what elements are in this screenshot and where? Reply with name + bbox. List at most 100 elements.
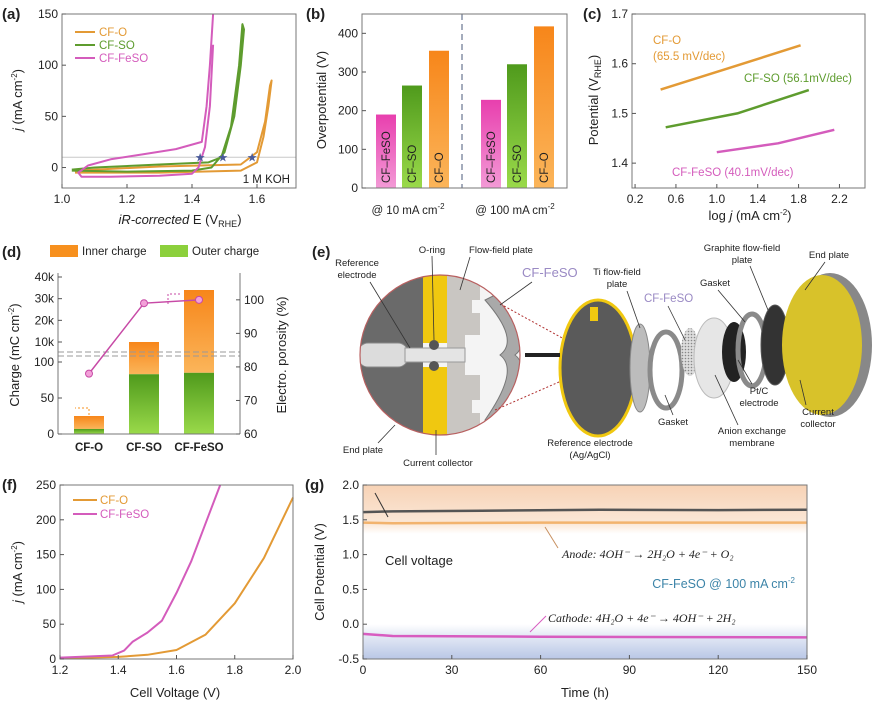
leader-line (377, 424, 396, 444)
gasket-left-shape (647, 329, 685, 411)
d-y2-tick-label: 60 (244, 427, 258, 441)
a-ylabel: j (mA cm-2) (10, 69, 25, 133)
leader-line (717, 289, 746, 323)
diagram-labels: Reference electrode O-ring Flow-field pl… (335, 243, 849, 469)
g-x-tick-label: 90 (623, 663, 637, 677)
a-y-tick-label: 50 (45, 109, 59, 123)
d-left-axis-arrow (75, 407, 90, 415)
c-series-label: CF-FeSO (40.1mV/dec) (672, 167, 794, 179)
left-end-plate-tab (590, 307, 598, 321)
g-cell-voltage-arrow (374, 492, 389, 518)
d-y-tick-label: 30k (35, 292, 55, 306)
f-y-tick-label: 50 (43, 617, 57, 631)
a-y-tick-label: 100 (38, 58, 58, 72)
ti-flow-field-plate (629, 323, 651, 413)
reference-electrode-tip (404, 347, 466, 363)
g-cathode-equation: Cathode: 4H₂O + 4e⁻ → 4OH⁻ + 2H₂ (548, 611, 736, 625)
c-y-tick-label: 1.6 (611, 57, 628, 71)
f-x-tick-label: 1.2 (52, 663, 69, 677)
leader-line (804, 261, 826, 291)
cross-section-zoom (360, 275, 520, 435)
f-ylabel: j (mA cm-2) (10, 541, 25, 605)
f-legend-label: CF-O (100, 495, 128, 507)
c-x-tick-label: 0.6 (668, 192, 685, 206)
reference-electrode-tube (360, 342, 409, 368)
g-series-line (362, 521, 807, 525)
c-slope-label: (56.1mV/dec) (783, 73, 852, 85)
b-bar (402, 85, 422, 188)
a-x-tick-label: 1.0 (54, 192, 71, 206)
panel-label-c: (c) (583, 6, 601, 23)
leader-line (459, 256, 471, 291)
a-legend-label: CF-SO (99, 40, 135, 52)
label-ptc-1: Pt/C (750, 386, 769, 397)
b-bar-label: CF–O (539, 152, 551, 183)
f-x-tick-label: 1.4 (110, 663, 127, 677)
leader-line (369, 281, 411, 349)
label-ptc-2: electrode (739, 398, 778, 409)
g-ylabel: Cell Potential (V) (312, 523, 327, 621)
b-bar (429, 50, 449, 188)
b-bar-label: CF–FeSO (381, 131, 393, 183)
c-slope-label: (40.1mV/dec) (724, 167, 793, 179)
b-bar-label: CF–SO (512, 145, 524, 183)
current-collector-section-bottom (423, 367, 447, 435)
a-legend-label: CF-FeSO (99, 53, 148, 65)
b-group-label: @ 10 mA cm-2 (371, 202, 445, 217)
label-anion-membrane-1: Anion exchange (718, 426, 786, 437)
d-inner-charge-bar (74, 416, 104, 429)
g-anode-equation: Anode: 4OH⁻ → 2H₂O + 4e⁻ + O₂ (561, 547, 734, 561)
f-x-tick-label: 1.8 (226, 663, 243, 677)
label-ti-flow-field-plate-1: Ti flow-field (593, 267, 641, 278)
c-y-tick-label: 1.4 (611, 156, 628, 170)
diagram-leader-lines (369, 255, 826, 455)
label-graphite-plate-1: Graphite flow-field (704, 243, 781, 254)
g-y-tick-label: 1.0 (342, 548, 359, 562)
g-x-tick-label: 30 (445, 663, 459, 677)
c-x-tick-label: 1.8 (790, 192, 807, 206)
label-ti-flow-field-plate-2: plate (607, 279, 628, 290)
b-bar-label: CF–FeSO (486, 131, 498, 183)
c-xlabel: log j (mA cm-2) (709, 208, 792, 223)
leader-line (664, 394, 674, 416)
o-ring-bottom (429, 361, 439, 371)
c-y-tick-label: 1.7 (611, 7, 628, 21)
leader-line (626, 290, 641, 329)
label-current-collector-right-2: collector (800, 419, 835, 430)
f-x-tick-label: 2.0 (285, 663, 302, 677)
d-outer-charge-bar (74, 428, 104, 434)
b-group-label-text: @ 100 mA cm (475, 205, 547, 217)
c-x-tick-label: 1.0 (708, 192, 725, 206)
c-x-tick-label: 2.2 (831, 192, 848, 206)
label-current-collector-left: Current collector (403, 458, 473, 469)
f-y-tick-label: 100 (36, 582, 56, 596)
g-y-tick-label: 0.5 (342, 582, 359, 596)
g-xlabel: Time (h) (561, 685, 609, 700)
d-y-tick-label: 20k (35, 313, 55, 327)
label-anion-membrane-2: membrane (729, 438, 774, 449)
leader-line (799, 379, 807, 406)
d-y-tick-label: 40k (35, 270, 55, 284)
label-graphite-plate-2: plate (732, 255, 753, 266)
f-y-tick-label: 200 (36, 513, 56, 527)
d-y2label: Electro. porosity (%) (274, 296, 289, 413)
o-ring-top (429, 340, 439, 350)
g-x-tick-label: 0 (360, 663, 367, 677)
a-xlabel: iR-corrected E (VRHE) (118, 212, 241, 229)
g-y-tick-label: 1.5 (342, 513, 359, 527)
a-series-cf-feso-line (77, 14, 215, 178)
g-condition-text: CF-FeSO @ 100 mA cm (652, 577, 788, 591)
label-reference-electrode-agcl-1: Reference electrode (547, 438, 633, 449)
c-series-name: CF-SO (744, 73, 780, 85)
panel-label-a: (a) (2, 6, 20, 23)
c-plot-frame (631, 13, 866, 189)
b-group-label-sup: -2 (548, 202, 556, 211)
g-cell-voltage-label: Cell voltage (385, 553, 453, 568)
c-slope-label: (65.5 mV/dec) (653, 51, 725, 63)
d-category-label: CF-O (75, 442, 103, 454)
right-end-plate (782, 275, 862, 415)
zoom-circle-outline (359, 274, 521, 436)
d-y-tick-label: 10k (35, 335, 55, 349)
